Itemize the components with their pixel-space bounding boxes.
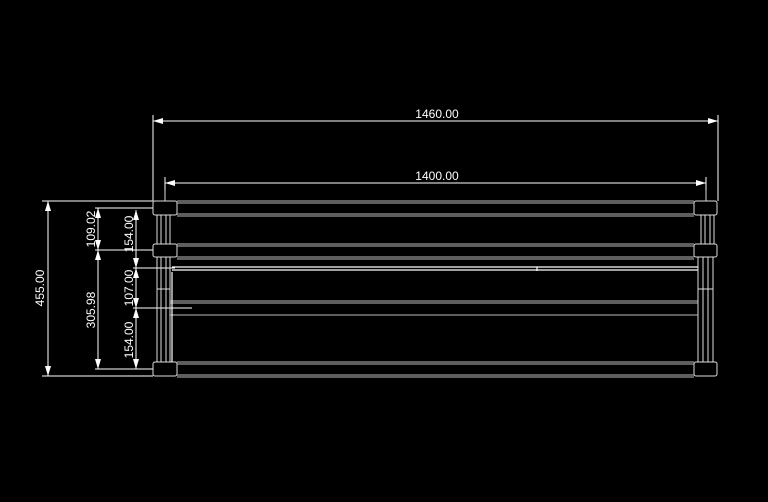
lower-segment-label: 305.98 bbox=[84, 291, 98, 328]
upper-segment-label: 109.02 bbox=[84, 210, 98, 247]
dimension-left-segments bbox=[95, 207, 153, 370]
dimension-overall-width bbox=[152, 115, 719, 201]
middle-spacing-label: 107.00 bbox=[122, 269, 136, 306]
dimension-overall-height bbox=[42, 200, 153, 377]
frame bbox=[152, 190, 718, 378]
bottom-spacing-label: 154.00 bbox=[122, 321, 136, 358]
top-spacing-label: 154.00 bbox=[122, 215, 136, 252]
dimension-rail-spacing bbox=[133, 210, 192, 369]
inner-width-label: 1400.00 bbox=[415, 169, 459, 183]
overall-width-label: 1460.00 bbox=[415, 107, 459, 121]
overall-height-label: 455.00 bbox=[33, 269, 47, 306]
